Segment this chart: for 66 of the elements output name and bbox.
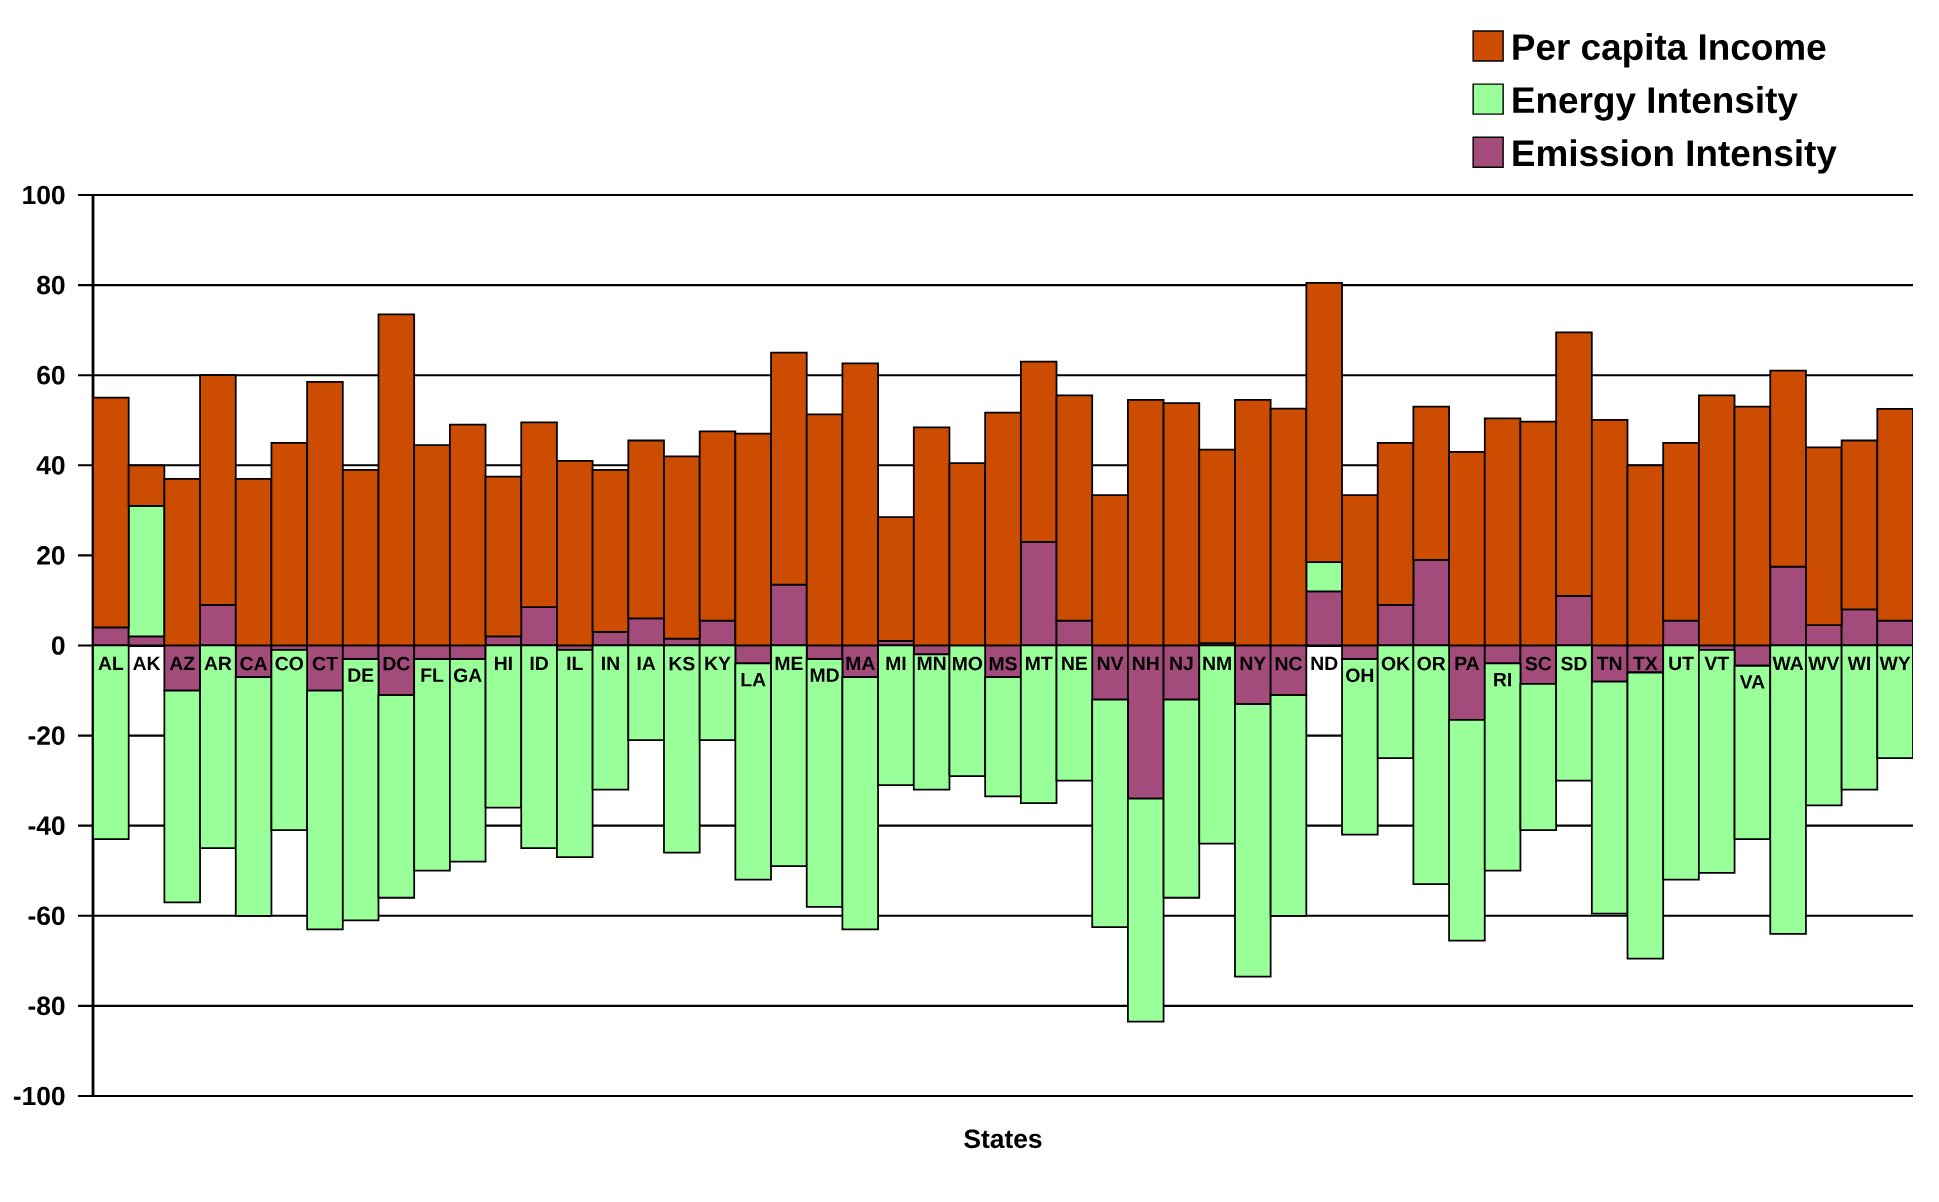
x-tick-label: CO bbox=[275, 656, 303, 671]
x-tick-label: NV bbox=[1097, 656, 1124, 671]
x-tick-label: NH bbox=[1133, 656, 1159, 671]
x-tick-label: NY bbox=[1240, 656, 1266, 671]
x-tick-label: NM bbox=[1203, 656, 1231, 671]
x-tick-label: MN bbox=[917, 656, 946, 671]
x-tick-label: WV bbox=[1808, 656, 1840, 671]
y-tick-label: 40 bbox=[36, 455, 65, 475]
x-tick-label: VT bbox=[1704, 656, 1729, 671]
x-tick-label: CA bbox=[240, 656, 268, 671]
x-tick-label: CT bbox=[312, 656, 338, 671]
x-tick-label: VA bbox=[1739, 675, 1765, 689]
x-tick-label: IA bbox=[637, 656, 656, 671]
x-tick-label: MS bbox=[989, 656, 1017, 671]
x-axis-title: States bbox=[964, 1129, 1042, 1149]
x-tick-label: ME bbox=[775, 656, 803, 671]
x-tick-label: TX bbox=[1633, 656, 1658, 671]
y-tick-label: -100 bbox=[13, 1086, 65, 1106]
y-tick-label: 0 bbox=[51, 636, 65, 655]
x-tick-label: OR bbox=[1417, 656, 1446, 671]
x-tick-label: SC bbox=[1525, 656, 1552, 671]
x-tick-label: NC bbox=[1275, 656, 1302, 671]
x-tick-label: ND bbox=[1311, 656, 1338, 671]
x-tick-label: AR bbox=[204, 656, 232, 671]
x-tick-label: DC bbox=[383, 656, 410, 671]
y-tick-label: 100 bbox=[23, 185, 65, 205]
x-tick-label: DE bbox=[348, 668, 374, 682]
x-tick-label: SD bbox=[1561, 656, 1587, 671]
x-tick-label: MO bbox=[953, 656, 983, 671]
y-tick-label: -80 bbox=[28, 996, 65, 1016]
x-tick-label: AL bbox=[98, 656, 124, 671]
x-tick-label: ID bbox=[530, 656, 548, 671]
x-tick-label: AZ bbox=[169, 656, 195, 671]
x-tick-label: NE bbox=[1062, 656, 1088, 671]
y-tick-label: -40 bbox=[28, 816, 65, 836]
x-tick-label: TN bbox=[1597, 656, 1622, 671]
x-tick-label: GA bbox=[453, 668, 482, 683]
legend-label: Energy Intensity bbox=[1513, 86, 1798, 121]
x-tick-label: WA bbox=[1772, 656, 1804, 671]
y-tick-label: 20 bbox=[37, 546, 65, 565]
y-tick-label: -20 bbox=[28, 726, 65, 745]
x-tick-label: RI bbox=[1494, 673, 1511, 687]
x-tick-label: LA bbox=[741, 673, 766, 687]
y-tick-label: 60 bbox=[37, 365, 65, 385]
x-tick-label: KY bbox=[705, 656, 731, 671]
x-tick-label: OK bbox=[1381, 656, 1410, 671]
x-tick-label: MT bbox=[1026, 656, 1053, 671]
x-tick-label: IN bbox=[602, 656, 619, 671]
x-tick-label: AK bbox=[133, 656, 161, 671]
x-tick-label: NJ bbox=[1170, 656, 1193, 671]
x-tick-label: WI bbox=[1847, 656, 1870, 671]
legend-label: Per capita Income bbox=[1513, 33, 1826, 68]
x-tick-label: HI bbox=[495, 656, 512, 671]
y-tick-label: 80 bbox=[37, 275, 65, 295]
y-tick-label: -60 bbox=[28, 906, 65, 926]
x-tick-label: OH bbox=[1346, 668, 1374, 683]
x-tick-label: MD bbox=[810, 668, 839, 682]
legend-label: Emission Intensity bbox=[1513, 139, 1837, 174]
x-tick-label: KS bbox=[669, 656, 695, 671]
x-tick-label: UT bbox=[1669, 656, 1694, 671]
x-tick-label: IL bbox=[567, 656, 583, 671]
x-tick-label: MI bbox=[886, 656, 906, 671]
x-tick-label: WY bbox=[1879, 656, 1911, 671]
x-tick-label: PA bbox=[1455, 656, 1480, 671]
x-tick-label: FL bbox=[421, 668, 444, 682]
x-tick-label: MA bbox=[846, 656, 875, 671]
